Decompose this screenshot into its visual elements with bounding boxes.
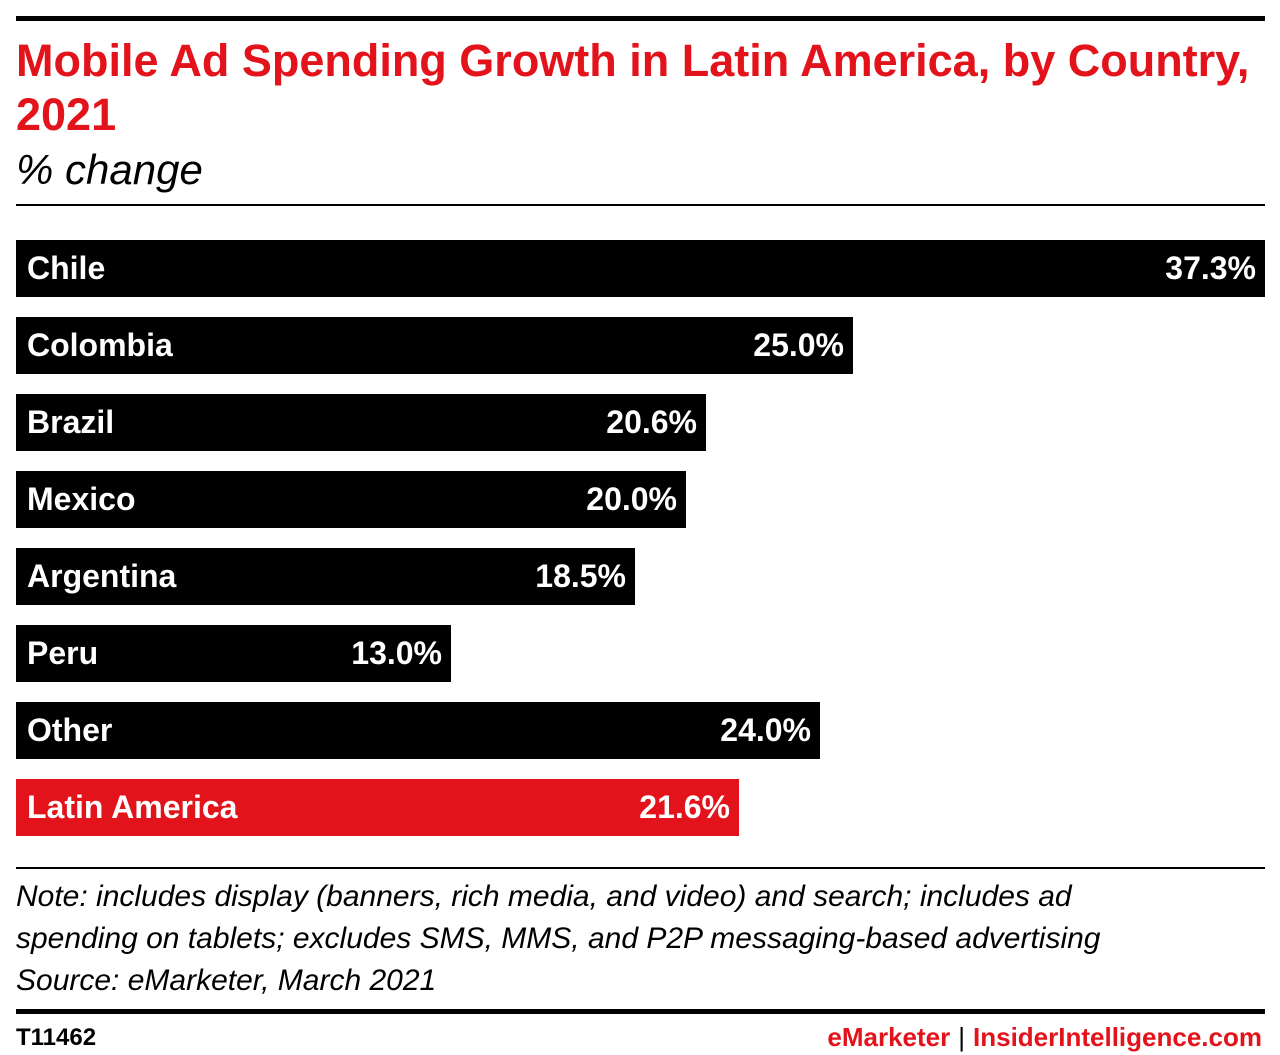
bar-value-latin-america: 21.6%: [639, 789, 730, 825]
bar-value-brazil: 20.6%: [606, 404, 697, 440]
bar-label-brazil: Brazil: [27, 404, 114, 440]
bar-colombia: [16, 317, 853, 374]
bar-value-colombia: 25.0%: [753, 327, 844, 363]
bar-value-peru: 13.0%: [351, 635, 442, 671]
insider-intelligence-link[interactable]: InsiderIntelligence.com: [973, 1022, 1262, 1052]
bar-label-mexico: Mexico: [27, 481, 135, 517]
bar-chart: Chile 37.3% Colombia 25.0% Brazil 20.6% Mexico…: [16, 240, 1265, 836]
bar-peru: [16, 625, 451, 682]
emarketer-brand: eMarketer: [827, 1022, 951, 1052]
note-line-2: spending on tablets; excludes SMS, MMS, …: [16, 922, 1101, 955]
source-line: Source: eMarketer, March 2021: [16, 964, 437, 997]
notes: Note: includes display (banners, rich me…: [16, 876, 1268, 1002]
bar-mexico: [16, 471, 686, 528]
top-rule: [16, 16, 1265, 21]
notes-divider: [16, 867, 1265, 869]
bar-label-argentina: Argentina: [27, 558, 177, 594]
bar-value-chile: 37.3%: [1165, 250, 1256, 286]
branding: eMarketer | InsiderIntelligence.com: [827, 1022, 1262, 1053]
chart-subtitle: % change: [16, 146, 203, 193]
chart-title: Mobile Ad Spending Growth in Latin Ameri…: [16, 35, 1250, 140]
bar-other: [16, 702, 820, 759]
bar-label-colombia: Colombia: [27, 327, 173, 363]
bar-label-peru: Peru: [27, 635, 98, 671]
bar-chile: [16, 240, 1265, 297]
bar-argentina: [16, 548, 635, 605]
bar-latin-america: [16, 779, 739, 836]
bar-value-mexico: 20.0%: [586, 481, 677, 517]
subtitle-divider: [16, 204, 1265, 206]
bar-value-argentina: 18.5%: [535, 558, 626, 594]
footer-rule: [16, 1009, 1265, 1014]
bar-label-chile: Chile: [27, 250, 105, 286]
chart-id: T11462: [16, 1024, 97, 1051]
brand-separator: |: [958, 1022, 966, 1052]
bar-label-other: Other: [27, 712, 112, 748]
bar-label-latin-america: Latin America: [27, 789, 238, 825]
bar-brazil: [16, 394, 706, 451]
note-line-1: Note: includes display (banners, rich me…: [16, 880, 1072, 913]
bar-value-other: 24.0%: [720, 712, 811, 748]
